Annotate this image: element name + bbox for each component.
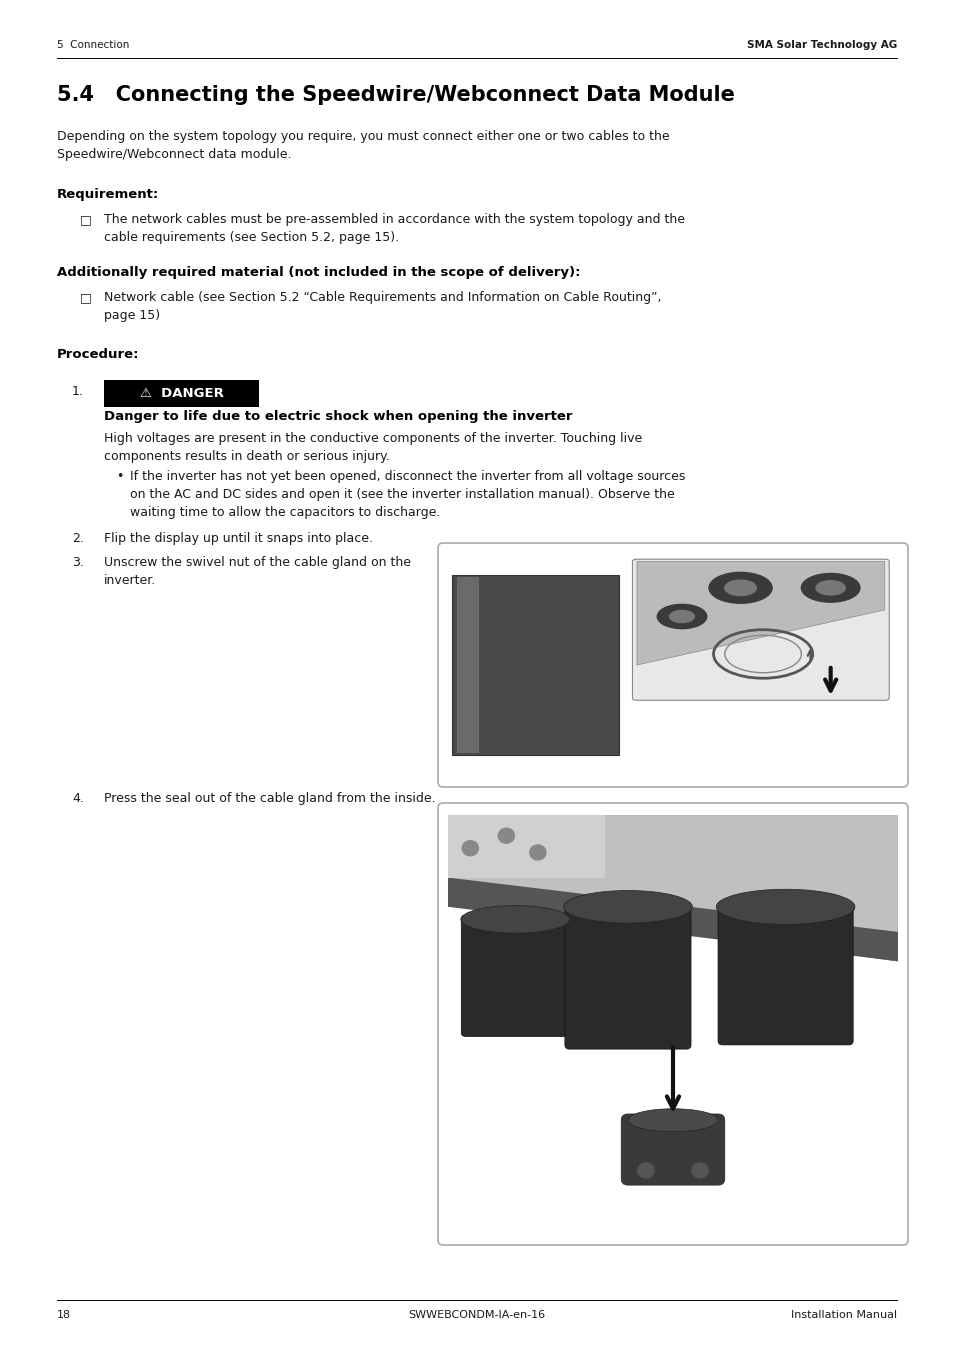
Text: □: □	[80, 214, 91, 226]
FancyBboxPatch shape	[437, 544, 907, 787]
Text: Unscrew the swivel nut of the cable gland on the
inverter.: Unscrew the swivel nut of the cable glan…	[104, 556, 411, 587]
Text: If the inverter has not yet been opened, disconnect the inverter from all voltag: If the inverter has not yet been opened,…	[130, 470, 684, 519]
Text: Additionally required material (not included in the scope of delivery):: Additionally required material (not incl…	[57, 266, 579, 279]
Text: □: □	[80, 291, 91, 304]
Text: •: •	[116, 470, 123, 483]
FancyBboxPatch shape	[564, 903, 690, 1049]
FancyBboxPatch shape	[456, 577, 478, 753]
Text: Requirement:: Requirement:	[57, 188, 159, 201]
Ellipse shape	[716, 890, 854, 925]
FancyBboxPatch shape	[620, 1114, 724, 1186]
FancyBboxPatch shape	[447, 815, 605, 877]
Text: 4.: 4.	[71, 792, 84, 804]
Text: SWWEBCONDM-IA-en-16: SWWEBCONDM-IA-en-16	[408, 1310, 545, 1320]
Text: 2.: 2.	[71, 531, 84, 545]
Text: Network cable (see Section 5.2 “Cable Requirements and Information on Cable Rout: Network cable (see Section 5.2 “Cable Re…	[104, 291, 660, 322]
Text: SMA Solar Technology AG: SMA Solar Technology AG	[746, 41, 896, 50]
Text: Depending on the system topology you require, you must connect either one or two: Depending on the system topology you req…	[57, 130, 669, 161]
Polygon shape	[447, 877, 898, 961]
Text: 1.: 1.	[71, 385, 84, 397]
Circle shape	[657, 604, 706, 629]
Text: 18: 18	[57, 1310, 71, 1320]
FancyBboxPatch shape	[452, 575, 618, 756]
Text: 5  Connection: 5 Connection	[57, 41, 130, 50]
Text: The network cables must be pre-assembled in accordance with the system topology : The network cables must be pre-assembled…	[104, 214, 684, 243]
Circle shape	[669, 611, 694, 622]
Text: Press the seal out of the cable gland from the inside.: Press the seal out of the cable gland fr…	[104, 792, 436, 804]
Ellipse shape	[460, 906, 569, 933]
FancyBboxPatch shape	[461, 915, 569, 1037]
Text: ⚠  DANGER: ⚠ DANGER	[139, 387, 223, 400]
Text: Danger to life due to electric shock when opening the inverter: Danger to life due to electric shock whe…	[104, 410, 572, 423]
Circle shape	[461, 841, 477, 856]
Polygon shape	[637, 561, 883, 665]
FancyBboxPatch shape	[104, 380, 258, 407]
Circle shape	[691, 1163, 707, 1178]
Text: Flip the display up until it snaps into place.: Flip the display up until it snaps into …	[104, 531, 373, 545]
Polygon shape	[447, 815, 898, 961]
Ellipse shape	[563, 891, 692, 923]
Circle shape	[801, 573, 859, 602]
Text: Procedure:: Procedure:	[57, 347, 139, 361]
Circle shape	[815, 580, 844, 595]
Circle shape	[497, 829, 514, 844]
FancyBboxPatch shape	[632, 560, 888, 700]
Text: 3.: 3.	[71, 556, 84, 569]
Ellipse shape	[627, 1109, 718, 1132]
Text: 5.4   Connecting the Speedwire/Webconnect Data Module: 5.4 Connecting the Speedwire/Webconnect …	[57, 85, 734, 105]
Circle shape	[724, 580, 756, 595]
Circle shape	[529, 845, 545, 860]
Text: High voltages are present in the conductive components of the inverter. Touching: High voltages are present in the conduct…	[104, 433, 641, 462]
Text: Installation Manual: Installation Manual	[790, 1310, 896, 1320]
Circle shape	[638, 1163, 654, 1178]
FancyBboxPatch shape	[718, 903, 852, 1045]
FancyBboxPatch shape	[437, 803, 907, 1245]
Circle shape	[708, 572, 771, 603]
